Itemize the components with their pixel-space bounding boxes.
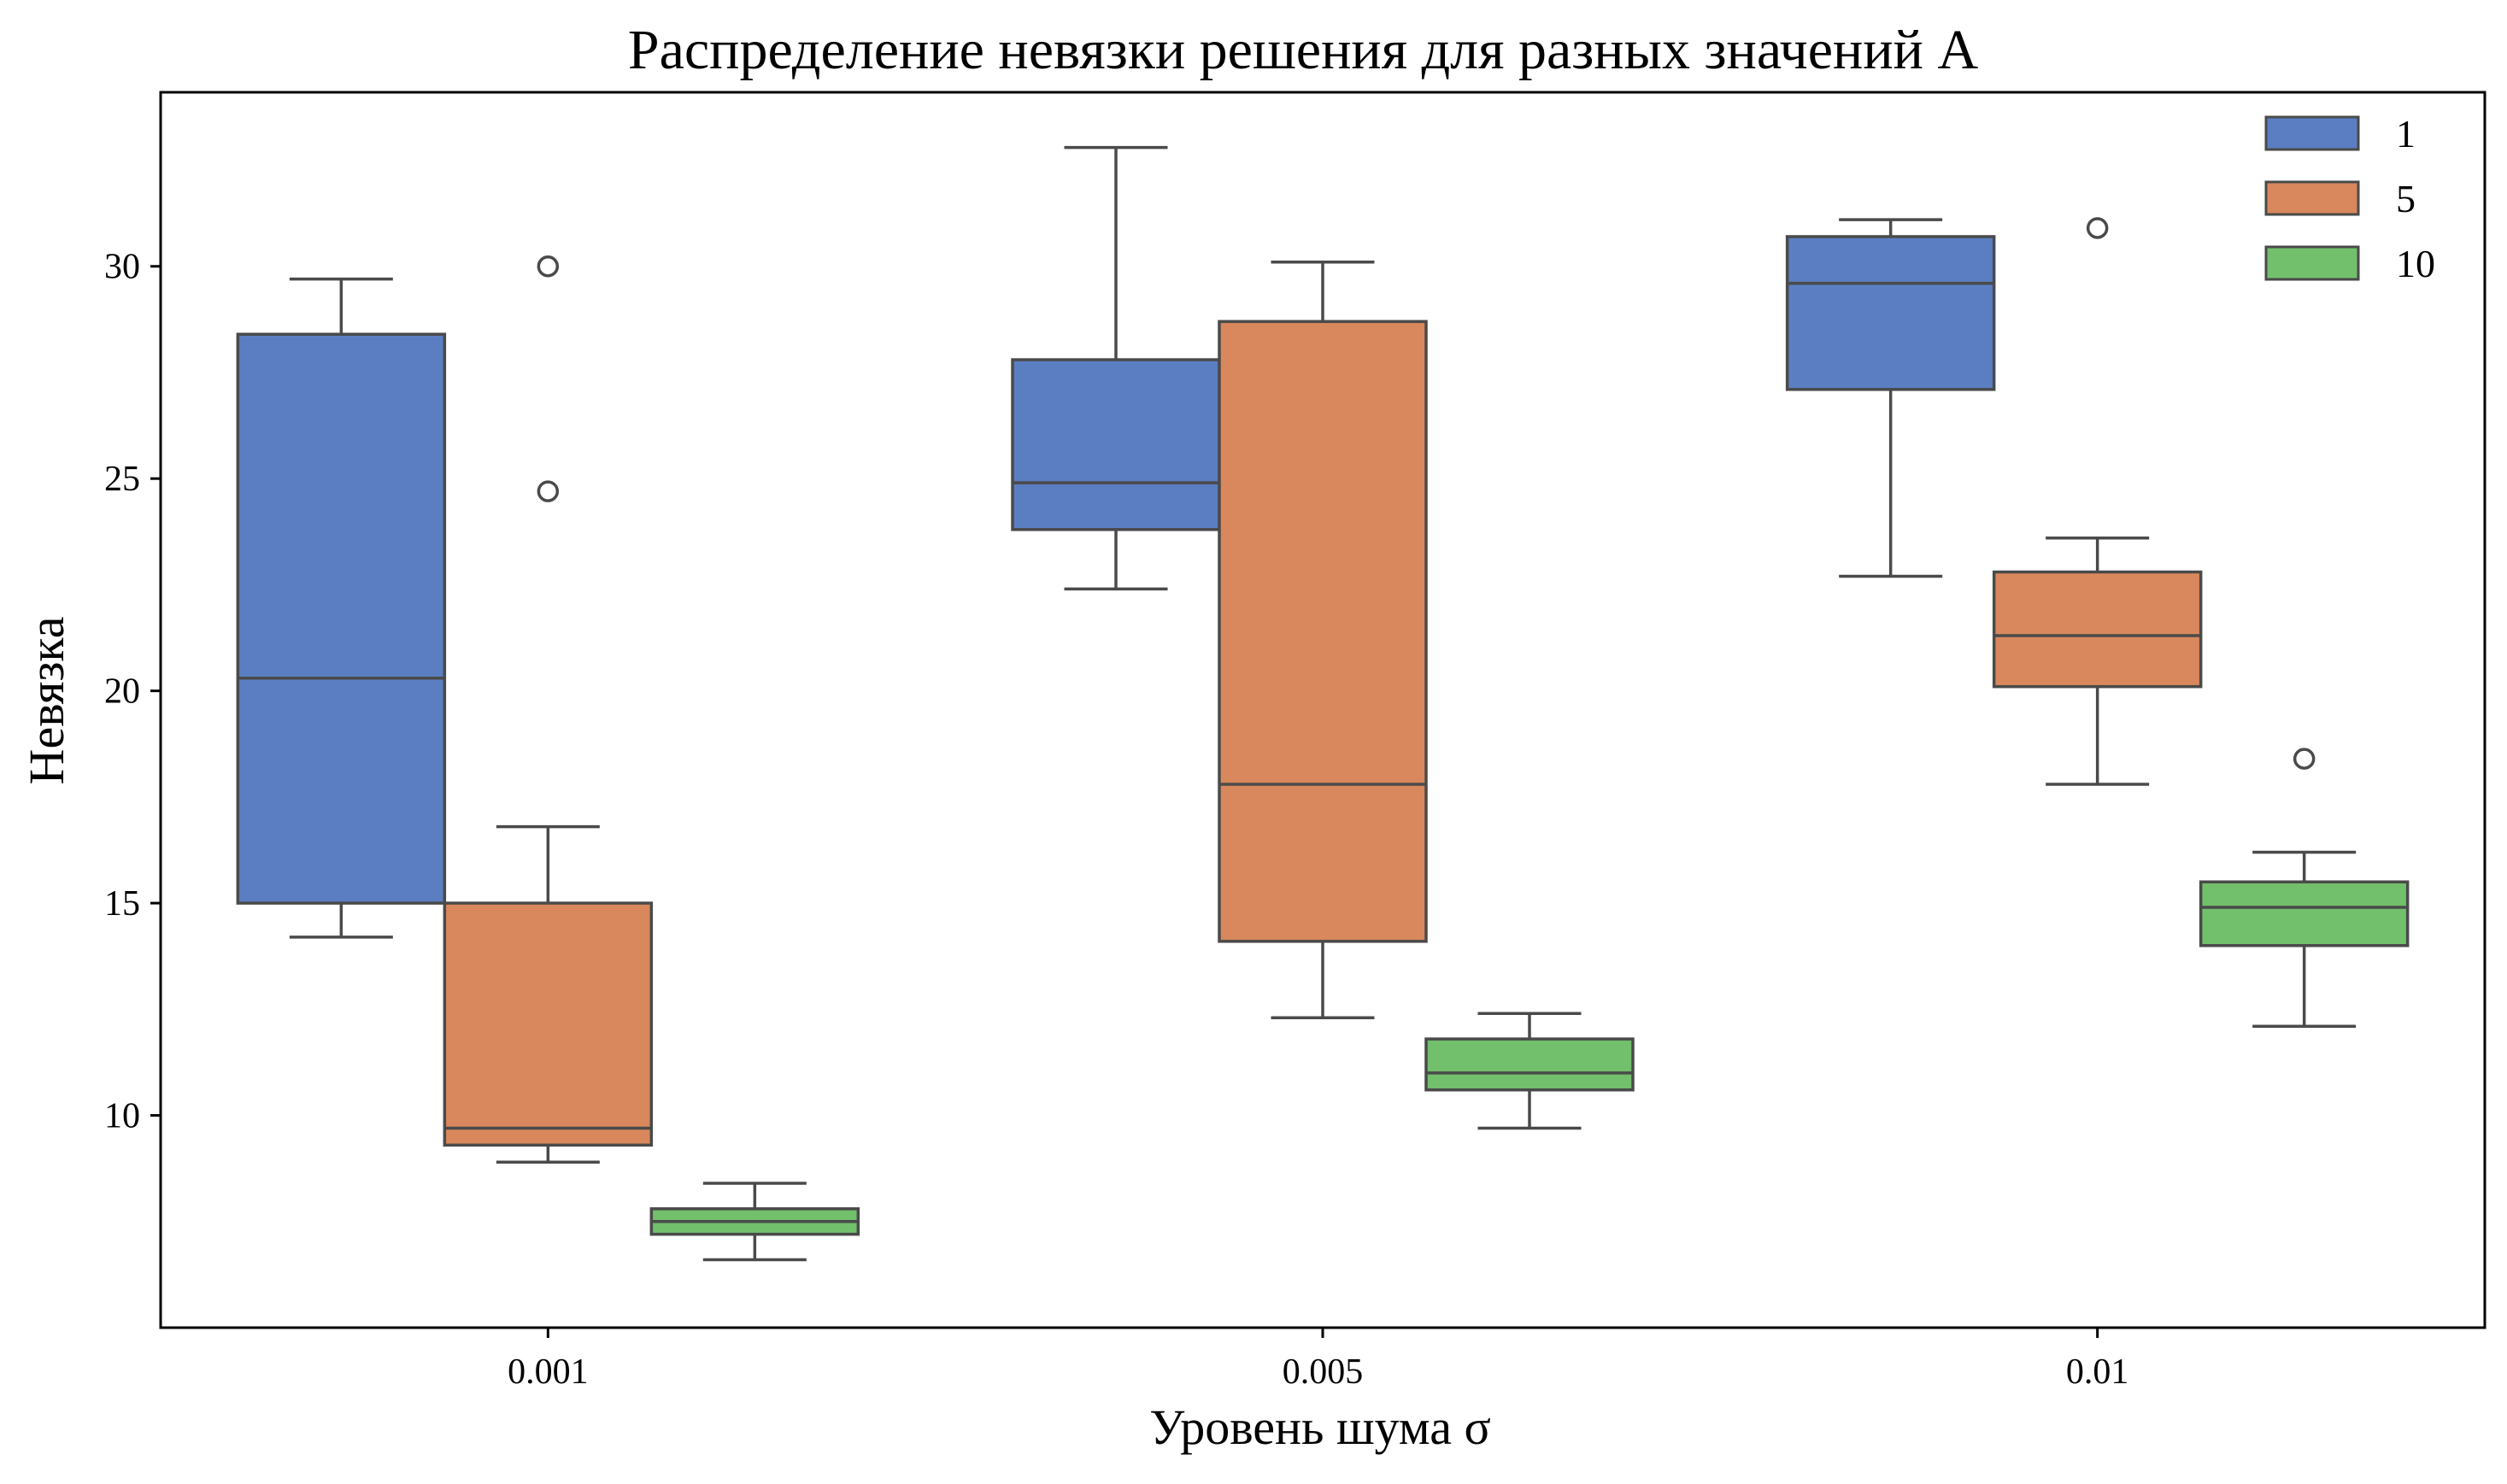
outlier-point <box>2293 748 2316 770</box>
box-iqr <box>443 901 654 1147</box>
legend-swatch <box>2264 115 2360 151</box>
outlier-point <box>537 255 560 278</box>
box-1-0.01 <box>1785 218 1996 578</box>
box-10-0.01 <box>2199 748 2410 1028</box>
outlier-point <box>537 480 560 502</box>
plot-frame <box>159 91 2486 1329</box>
y-tick-label: 30 <box>104 248 140 287</box>
plot-area <box>236 145 2410 1262</box>
legend-swatch <box>2264 180 2360 216</box>
y-tick-label: 20 <box>104 672 140 712</box>
box-iqr <box>2199 880 2410 947</box>
box-1-0.001 <box>236 277 447 939</box>
box-1-0.005 <box>1011 145 1221 591</box>
x-tick-label: 0.001 <box>508 1352 589 1392</box>
box-5-0.005 <box>1218 261 1428 1020</box>
box-iqr <box>236 332 447 905</box>
box-10-0.001 <box>649 1182 860 1262</box>
x-axis-ticks: 0.001 0.005 0.01 <box>508 1328 2128 1392</box>
legend-label: 1 <box>2396 112 2416 155</box>
box-iqr <box>1424 1037 1635 1092</box>
x-tick-label: 0.01 <box>2066 1352 2129 1392</box>
x-tick-label: 0.005 <box>1283 1352 1364 1392</box>
y-tick-label: 25 <box>104 460 140 499</box>
box-iqr <box>1992 570 2203 689</box>
y-axis-label: Невязка <box>19 617 74 785</box>
x-axis-label: Уровень шума σ <box>1149 1399 1490 1455</box>
legend-label: 5 <box>2396 177 2416 220</box>
box-10-0.005 <box>1424 1012 1635 1130</box>
y-axis-ticks: 10 15 20 25 30 <box>104 248 161 1136</box>
box-5-0.01 <box>1992 217 2203 786</box>
outlier-point <box>2086 217 2109 239</box>
box-5-0.001 <box>443 255 654 1164</box>
box-iqr <box>1011 358 1221 531</box>
y-tick-label: 15 <box>104 884 140 924</box>
legend-label: 10 <box>2396 242 2435 285</box>
y-tick-label: 10 <box>104 1097 140 1136</box>
chart-title: Распределение невязки решения для разных… <box>628 19 1979 81</box>
legend-swatch <box>2264 245 2360 281</box>
box-iqr <box>1218 320 1428 943</box>
box-iqr <box>1785 235 1996 391</box>
